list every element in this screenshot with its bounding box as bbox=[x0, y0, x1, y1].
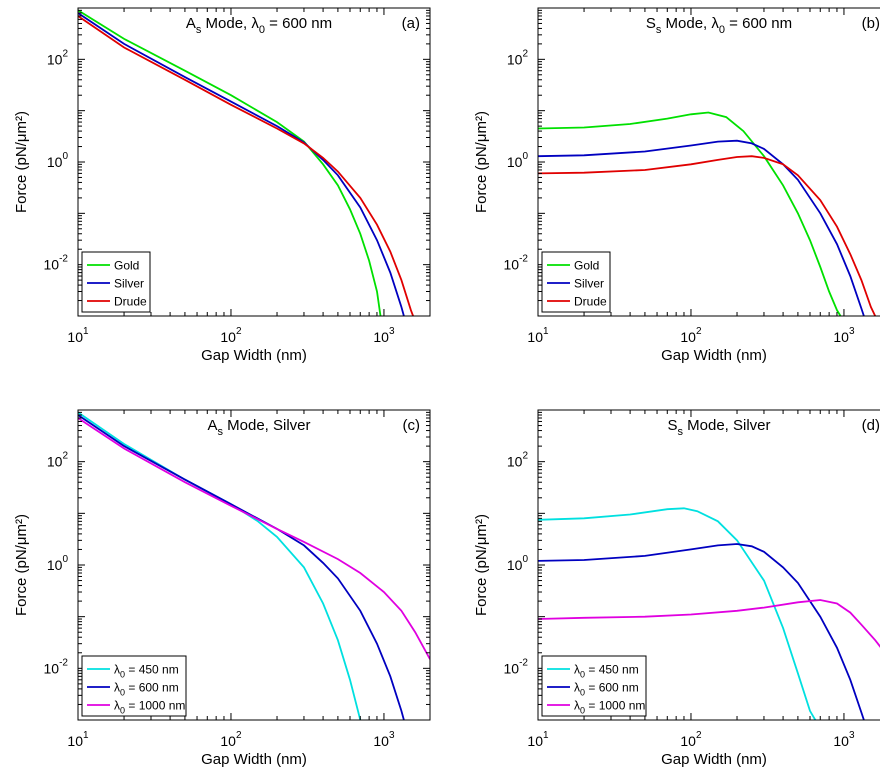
x-tick-label: 102 bbox=[220, 326, 242, 345]
x-axis-label: Gap Width (nm) bbox=[661, 751, 767, 768]
series-line-1 bbox=[78, 9, 382, 316]
legend-entry: Silver bbox=[574, 277, 604, 291]
legend-entry: λ0 = 450 nm bbox=[574, 663, 639, 680]
y-axis-label: Force (pN/μm²) bbox=[473, 111, 490, 213]
y-tick-label: 102 bbox=[507, 48, 529, 67]
legend-entry: Gold bbox=[114, 259, 139, 273]
legend-entry: Silver bbox=[114, 277, 144, 291]
panel-letter: (d) bbox=[862, 417, 880, 434]
y-tick-label: 102 bbox=[47, 48, 69, 67]
x-tick-label: 101 bbox=[67, 730, 89, 749]
x-tick-label: 101 bbox=[527, 326, 549, 345]
legend-box bbox=[541, 655, 647, 717]
y-tick-label: 10-2 bbox=[504, 657, 529, 676]
panel-c: 101 102 103 10-2 100 102 Gap Width (nm) Force (… bbox=[13, 409, 431, 768]
x-tick-label: 101 bbox=[527, 730, 549, 749]
series-line-2 bbox=[538, 543, 865, 720]
panel-title: Ss Mode, λ0 = 600 nm bbox=[646, 15, 792, 36]
series-line-3 bbox=[78, 15, 414, 316]
panel-title: As Mode, λ0 = 600 nm bbox=[186, 15, 332, 36]
legend: Gold Silver Drude bbox=[541, 251, 611, 313]
legend-box bbox=[541, 251, 611, 313]
panel-title: As Mode, Silver bbox=[207, 417, 310, 438]
legend-box bbox=[81, 655, 187, 717]
series-line-2 bbox=[78, 414, 405, 720]
legend-entry: Gold bbox=[574, 259, 599, 273]
legend-box bbox=[81, 251, 151, 313]
x-axis-label: Gap Width (nm) bbox=[201, 347, 307, 364]
legend-entry: λ0 = 450 nm bbox=[114, 663, 179, 680]
legend-entry: λ0 = 1000 nm bbox=[574, 699, 645, 716]
panel-a: 101 102 103 10-2 100 102 Gap Width (nm) Force (… bbox=[13, 7, 431, 364]
panel-letter: (b) bbox=[862, 15, 880, 32]
series-line-3 bbox=[538, 599, 880, 648]
y-tick-label: 10-2 bbox=[44, 254, 69, 273]
y-axis-label: Force (pN/μm²) bbox=[473, 514, 490, 616]
series-line-2 bbox=[78, 12, 405, 316]
x-tick-label: 102 bbox=[680, 326, 702, 345]
y-tick-label: 100 bbox=[507, 554, 529, 573]
y-tick-label: 102 bbox=[47, 451, 69, 470]
series-line-2 bbox=[538, 139, 865, 316]
y-tick-label: 102 bbox=[507, 451, 529, 470]
x-tick-label: 103 bbox=[833, 326, 855, 345]
x-tick-label: 103 bbox=[373, 326, 395, 345]
y-tick-label: 10-2 bbox=[44, 657, 69, 676]
legend-entry: λ0 = 1000 nm bbox=[114, 699, 185, 716]
x-tick-label: 103 bbox=[833, 730, 855, 749]
x-axis-label: Gap Width (nm) bbox=[201, 751, 307, 768]
legend: Gold Silver Drude bbox=[81, 251, 151, 313]
legend-entry: Drude bbox=[574, 295, 607, 309]
panel-letter: (c) bbox=[403, 417, 421, 434]
x-tick-label: 102 bbox=[220, 730, 242, 749]
legend-entry: λ0 = 600 nm bbox=[574, 681, 639, 698]
panel-letter: (a) bbox=[402, 15, 420, 32]
y-axis-label: Force (pN/μm²) bbox=[13, 111, 30, 213]
x-tick-label: 101 bbox=[67, 326, 89, 345]
x-tick-label: 103 bbox=[373, 730, 395, 749]
x-axis-label: Gap Width (nm) bbox=[661, 347, 767, 364]
y-tick-label: 10-2 bbox=[504, 254, 529, 273]
series-line-1 bbox=[538, 507, 817, 720]
series-line-3 bbox=[538, 155, 877, 316]
y-tick-label: 100 bbox=[47, 554, 69, 573]
x-tick-label: 102 bbox=[680, 730, 702, 749]
series-line-3 bbox=[78, 417, 430, 660]
y-axis-label: Force (pN/μm²) bbox=[13, 514, 30, 616]
y-tick-label: 100 bbox=[507, 151, 529, 170]
y-tick-label: 100 bbox=[47, 151, 69, 170]
panel-d: 101 102 103 10-2 100 102 Gap Width (nm) Force (… bbox=[473, 409, 880, 768]
legend-entry: Drude bbox=[114, 295, 147, 309]
panel-title: Ss Mode, Silver bbox=[667, 417, 770, 438]
legend-entry: λ0 = 600 nm bbox=[114, 681, 179, 698]
panel-b: 101 102 103 10-2 100 102 Gap Width (nm) Force (… bbox=[473, 7, 880, 364]
